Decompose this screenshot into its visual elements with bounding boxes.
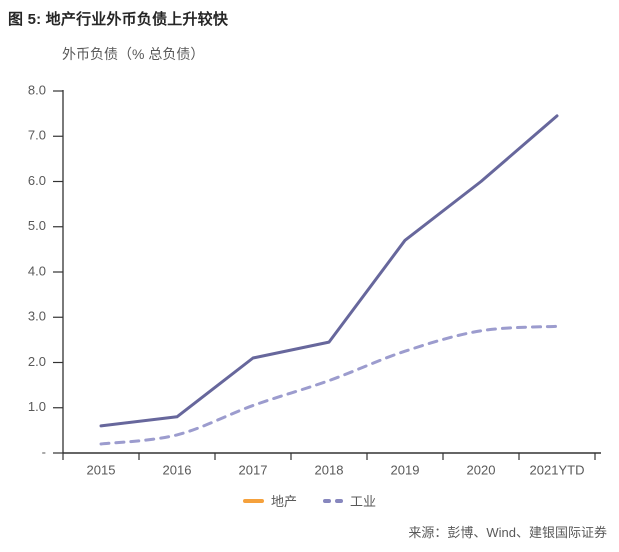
line-chart: 8.0 7.0 6.0 5.0 4.0 3.0 2.0 1.0 - 2015 2016 2017 201… [28, 82, 601, 477]
source-note: 来源：彭博、Wind、建银国际证券 [408, 525, 607, 540]
legend-item: 工业 [323, 491, 376, 510]
x-tick-label: 2017 [239, 462, 268, 477]
x-tick-label: 2016 [163, 462, 192, 477]
solid-line-swatch-icon [242, 498, 264, 503]
y-tick-label: 2.0 [28, 354, 46, 369]
legend-label: 工业 [350, 494, 377, 509]
x-tick-label: 2019 [391, 462, 420, 477]
legend-label: 地产 [270, 494, 297, 509]
legend-item: 地产 [242, 491, 297, 510]
y-tick-label: 5.0 [28, 218, 46, 233]
x-tick-label: 2018 [315, 462, 344, 477]
figure-title: 图 5: 地产行业外币负债上升较快 [8, 11, 229, 28]
y-tick-label: 4.0 [28, 263, 46, 278]
x-tick-label: 2020 [467, 462, 496, 477]
y-axis-title: 外币负债（% 总负债） [62, 46, 205, 62]
x-tick-label: 2015 [87, 462, 116, 477]
y-tick-label: 1.0 [28, 399, 46, 414]
y-tick-label: 3.0 [28, 309, 46, 324]
y-tick-label: 7.0 [28, 128, 46, 143]
series-line-industry [99, 324, 559, 446]
y-tick-label: 8.0 [28, 82, 46, 97]
y-tick-label: 6.0 [28, 173, 46, 188]
x-tick-label: 2021YTD [530, 462, 585, 477]
dashed-line-swatch-icon [323, 498, 343, 503]
chart-legend: 地产 工业 [0, 491, 619, 510]
series-line-real-estate [99, 114, 559, 428]
y-tick-label: - [42, 444, 46, 459]
